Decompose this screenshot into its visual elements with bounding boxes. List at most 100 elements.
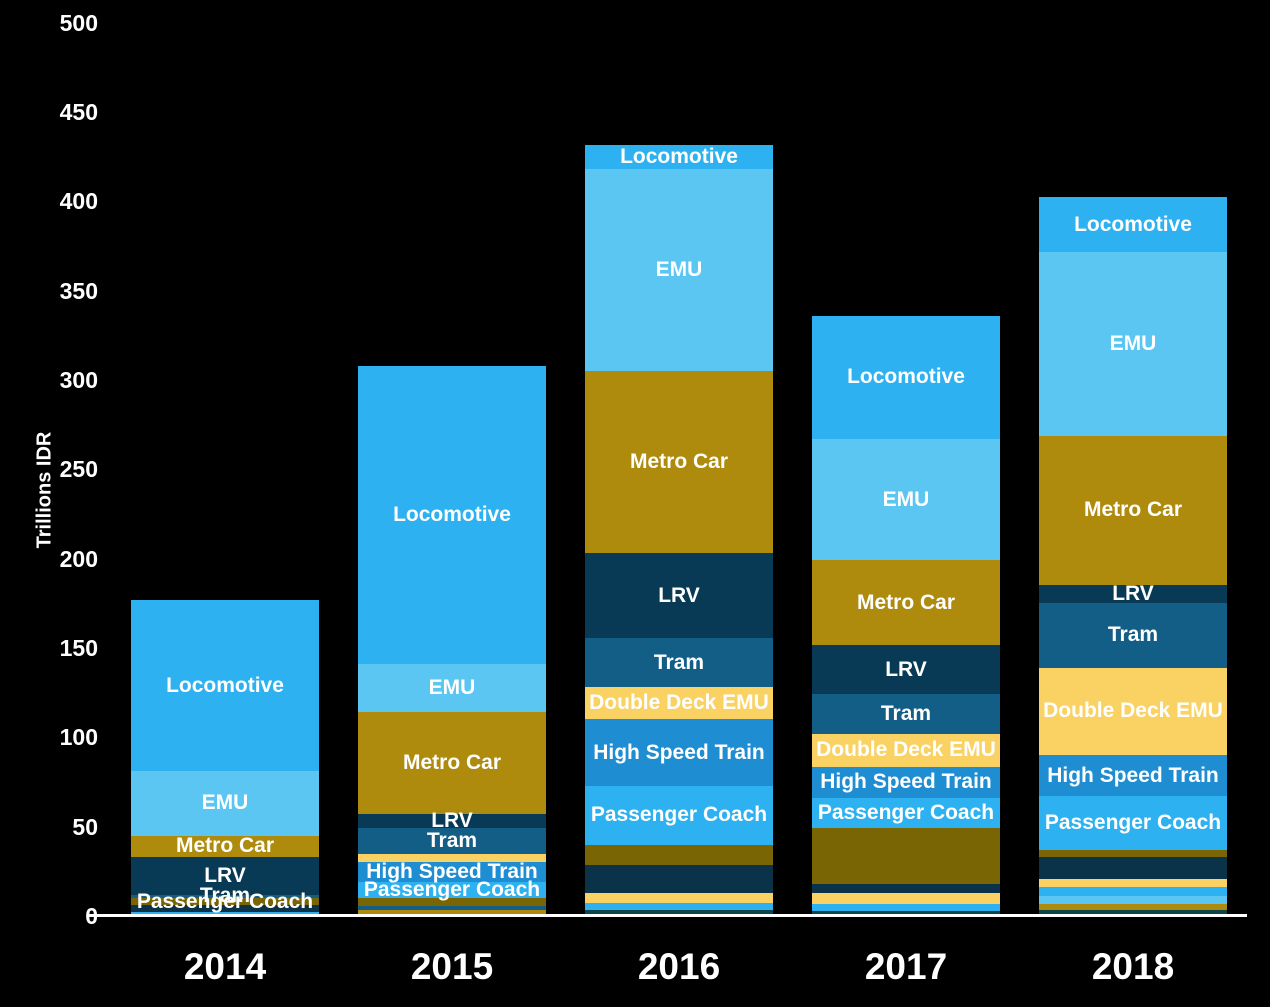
bar-segment-metro-car[interactable]: Metro Car [812,560,1000,646]
bar-2016: Passenger Coach High Speed Train Double De… [585,145,773,916]
bar-segment[interactable] [1039,857,1227,880]
bar-segment[interactable] [812,910,1000,916]
bar-segment-emu[interactable]: EMU [358,664,546,713]
bar-2014: Passenger Coach Tram LRV Metro Car EMU Locomo… [131,599,319,916]
bar-segment-tram[interactable]: Tram [1039,603,1227,668]
bar-segment-label: Tram [1107,623,1159,647]
bar-segment-high-speed-train[interactable]: High Speed Train [1039,755,1227,797]
bar-segment[interactable] [1039,886,1227,897]
bar-segment[interactable] [585,902,773,910]
bar-segment-passenger-coach[interactable]: Passenger Coach [358,878,546,902]
bar-segment-passenger-coach[interactable]: Passenger Coach [812,798,1000,829]
bar-segment-label: EMU [428,676,476,700]
bar-segment[interactable] [1039,849,1227,858]
bar-segment-label: Passenger Coach [590,803,768,827]
bar-segment-emu[interactable]: EMU [812,438,1000,561]
bar-segment-label: LRV [204,863,246,887]
bar-segment-passenger-coach[interactable]: Passenger Coach [131,890,319,912]
y-tick-label: 250 [59,456,98,483]
bar-segment-locomotive[interactable]: Locomotive [812,315,1000,439]
y-tick-label: 350 [59,277,98,304]
bar-segment-lrv[interactable]: LRV [1039,581,1227,605]
bar-segment-metro-car[interactable]: Metro Car [585,371,773,554]
bar-segment-lrv[interactable]: LRV [812,645,1000,695]
bar-2015: Passenger Coach High Speed Train Tram LRV Me… [358,365,546,916]
bar-segment-label: High Speed Train [593,740,765,764]
bar-segment-tram[interactable]: Tram [131,885,319,907]
bar-segment[interactable] [358,906,546,910]
bar-segment-label: Locomotive [166,673,284,697]
bar-segment[interactable] [358,909,546,916]
bar-segment-emu[interactable]: EMU [131,771,319,836]
bar-segment-label: LRV [1112,581,1154,605]
bar-segment-lrv[interactable]: LRV [585,553,773,639]
bar-segment-high-speed-train[interactable]: High Speed Train [358,860,546,884]
bar-segment[interactable] [812,883,1000,893]
bar-segment-double-deck-emu[interactable]: Double Deck EMU [585,687,773,720]
bar-segment-emu[interactable]: EMU [1039,252,1227,437]
bar-segment[interactable] [585,909,773,916]
bar-segment-locomotive[interactable]: Locomotive [358,365,546,665]
bar-segment-tram[interactable]: Tram [358,827,546,855]
bar-segment-label: Passenger Coach [363,878,541,902]
bar-segment-emu[interactable]: EMU [585,169,773,372]
bar-segment-label: LRV [431,808,473,832]
bar-segment-double-deck-emu[interactable]: Double Deck EMU [812,733,1000,767]
y-tick-label: 150 [59,634,98,661]
bar-segment-label: Tram [653,650,705,674]
x-tick-label-2018: 2018 [1091,946,1175,987]
bar-segment[interactable] [1039,879,1227,887]
bar-segment-locomotive[interactable]: Locomotive [585,145,773,170]
bar-segment-high-speed-train[interactable]: High Speed Train [812,766,1000,799]
bar-segment[interactable] [1039,896,1227,904]
bar-segment-lrv[interactable]: LRV [358,809,546,831]
bar-segment-label: Metro Car [175,834,275,858]
bar-segment-label: Locomotive [847,365,965,389]
bar-segment-metro-car[interactable]: Metro Car [131,834,319,858]
bar-segment[interactable] [585,865,773,893]
bar-segment-locomotive[interactable]: Locomotive [1039,196,1227,253]
bar-2018: Passenger Coach High Speed Train Double De… [1039,196,1227,916]
bar-segment-label: Tram [426,828,478,852]
bar-segment-label: Locomotive [620,145,738,169]
bar-segment[interactable] [358,898,546,907]
bar-segment[interactable] [131,905,319,913]
bar-segment[interactable] [585,892,773,903]
y-tick-label: 300 [59,366,98,393]
bar-segment-label: Passenger Coach [817,801,995,825]
bar-segment-label: High Speed Train [366,860,538,884]
bar-segment-metro-car[interactable]: Metro Car [358,712,546,815]
bar-segment-label: LRV [885,657,927,681]
bar-segment-label: EMU [882,487,930,511]
bar-segment-label: Double Deck EMU [1043,699,1223,723]
bar-segment-tram[interactable]: Tram [812,694,1000,734]
bar-segment[interactable] [812,904,1000,911]
bar-segment-locomotive[interactable]: Locomotive [131,599,319,772]
bar-segment-label: EMU [655,258,703,282]
bar-segment-label: Metro Car [629,450,729,474]
bar-segment-passenger-coach[interactable]: Passenger Coach [585,785,773,845]
bar-segment[interactable] [1039,903,1227,910]
bar-segment-label: LRV [658,583,700,607]
bar-segment-label: Locomotive [393,502,511,526]
bar-segment[interactable] [1039,909,1227,916]
bar-segment[interactable] [812,892,1000,905]
bar-segment-label: Metro Car [1083,498,1183,522]
bar-segment-label: Tram [199,884,251,908]
bar-2017: Passenger Coach High Speed Train Double De… [812,315,1000,916]
bar-segment-label: High Speed Train [1047,763,1219,787]
bar-segment-tram[interactable]: Tram [585,638,773,688]
bar-segment-label: EMU [1109,332,1157,356]
bar-segment-high-speed-train[interactable]: High Speed Train [585,719,773,786]
bar-segment-passenger-coach[interactable]: Passenger Coach [1039,796,1227,850]
y-tick-label: 100 [59,724,98,751]
bar-segment-double-deck-emu[interactable]: Double Deck EMU [1039,667,1227,756]
bar-segment-metro-car[interactable]: Metro Car [1039,436,1227,585]
bar-segment-lrv[interactable]: LRV [131,857,319,895]
bar-segment[interactable] [812,828,1000,884]
bar-segment-label: Tram [880,702,932,726]
y-tick-label: 450 [59,98,98,125]
bar-segment[interactable] [358,854,546,863]
bar-segment[interactable] [585,844,773,866]
